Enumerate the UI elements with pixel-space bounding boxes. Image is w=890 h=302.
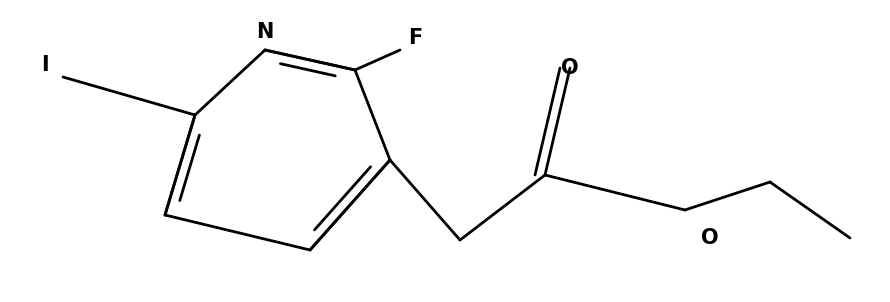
Text: N: N [256,22,274,42]
Text: O: O [562,58,578,78]
Text: F: F [408,28,422,48]
Text: I: I [41,55,49,75]
Text: O: O [701,228,719,248]
